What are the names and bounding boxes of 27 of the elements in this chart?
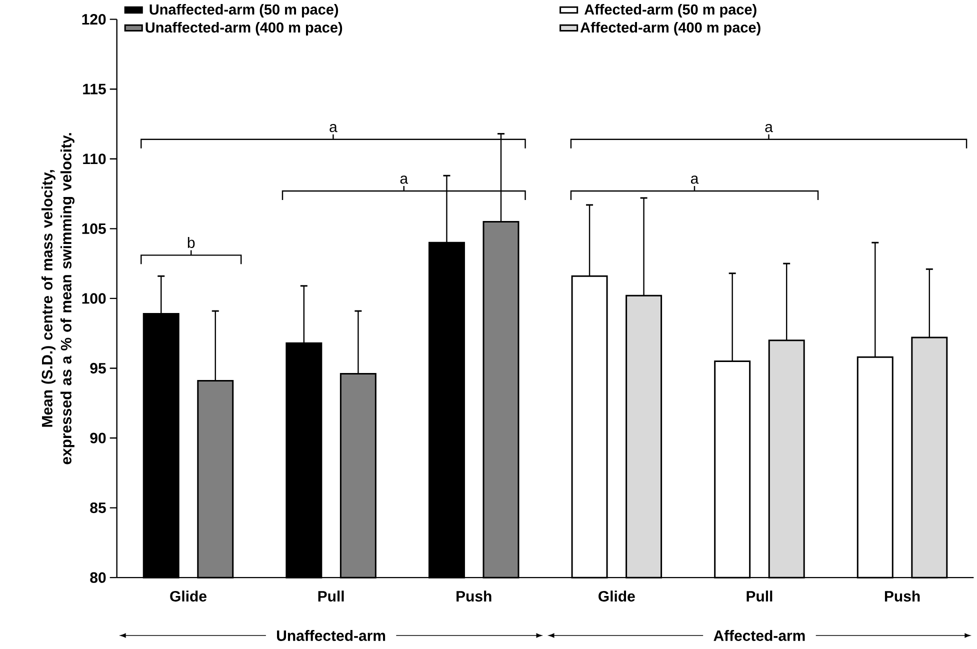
y-tick-label: 120: [82, 14, 106, 24]
y-tick-label: 80: [90, 572, 106, 583]
x-tick-label: Pull: [746, 590, 772, 602]
legend-label: Affected-arm (50 m pace): [584, 4, 756, 18]
annotation: a: [765, 124, 773, 132]
legend-label: Unaffected-arm (400 m pace): [146, 22, 342, 36]
text: Unaffected-arm: [277, 630, 386, 641]
y-tick-label: 105: [82, 223, 106, 234]
y-axis-title: Mean (S.D.) centre of mass velocity, expressed as a % of mean swimming velocity.: [41, 132, 74, 464]
text: Affected-arm: [714, 630, 805, 641]
legend-label: Unaffected-arm (50 m pace): [150, 4, 338, 18]
x-tick-label: Pull: [318, 590, 344, 602]
y-tick-label: 90: [90, 432, 106, 444]
annotation: b: [188, 236, 195, 248]
y-tick-label: 115: [83, 84, 106, 94]
x-tick-label: Glide: [598, 590, 635, 602]
legend-label: Affected-arm (400 m pace): [580, 22, 760, 36]
x-tick-label: Push: [456, 590, 492, 602]
y-tick-label: 110: [83, 153, 106, 164]
y-tick-label: 95: [90, 362, 106, 374]
x-tick-label: Glide: [170, 590, 206, 602]
annotation: a: [690, 175, 699, 184]
annotation: a: [330, 124, 338, 132]
annotation: a: [400, 175, 408, 184]
y-tick-label: 100: [82, 292, 106, 304]
x-tick-label: Push: [884, 590, 920, 602]
y-tick-label: 85: [90, 502, 106, 513]
